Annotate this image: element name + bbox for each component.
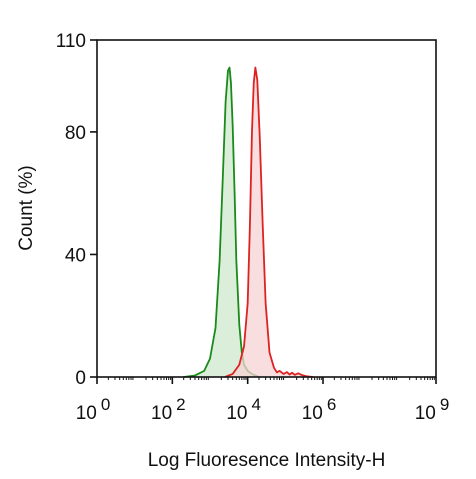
y-tick-label: 110 bbox=[56, 31, 86, 52]
y-axis-label: Count (%) bbox=[16, 165, 37, 251]
minor-x-ticks bbox=[107, 377, 435, 380]
y-axis-ticks: 0 40 80 110 bbox=[56, 31, 97, 389]
x-tick-label: 10 4 bbox=[226, 395, 261, 424]
y-tick-label: 40 bbox=[65, 245, 86, 266]
series-2-line bbox=[224, 66, 314, 378]
x-axis-label: Log Fluoresence Intensity-H bbox=[148, 450, 386, 471]
plot-frame bbox=[96, 39, 437, 378]
x-tick-label: 10 0 bbox=[76, 395, 111, 424]
y-tick-label: 80 bbox=[65, 123, 86, 144]
y-tick-label: 0 bbox=[75, 368, 86, 389]
x-tick-label: 10 9 bbox=[415, 395, 450, 424]
x-tick-label: 10 2 bbox=[151, 395, 186, 424]
x-tick-label: 10 6 bbox=[302, 395, 337, 424]
series-layer bbox=[183, 66, 314, 378]
x-axis-ticks: 10 0 10 2 10 4 10 6 10 9 bbox=[76, 377, 450, 424]
